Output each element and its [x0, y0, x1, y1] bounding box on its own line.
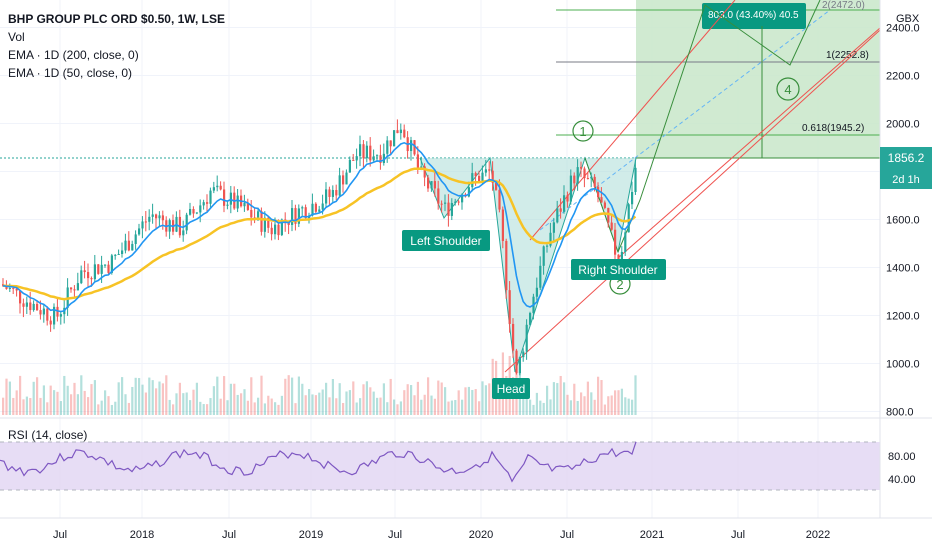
- svg-text:Left Shoulder: Left Shoulder: [410, 234, 481, 248]
- svg-text:2: 2: [616, 277, 623, 292]
- time-tick-4: Jul: [388, 529, 402, 541]
- svg-text:2d 1h: 2d 1h: [892, 174, 920, 186]
- fib-0618-label: 0.618(1945.2): [802, 123, 864, 134]
- time-tick-9: 2022: [806, 529, 830, 541]
- time-tick-5: 2020: [469, 529, 493, 541]
- svg-text:Head: Head: [497, 382, 526, 396]
- projection-label: 803.0 (43.40%) 40.5: [708, 10, 799, 21]
- vol-indicator-label[interactable]: Vol: [8, 30, 25, 44]
- time-tick-7: 2021: [640, 529, 664, 541]
- rsi-tick-1: 40.00: [888, 474, 916, 486]
- rsi-axis[interactable]: 80.00 40.00: [888, 451, 916, 486]
- fib-top-label: 2(2472.0): [822, 0, 865, 11]
- rsi-tick-0: 80.00: [888, 451, 916, 463]
- ema-50-line: [2, 141, 637, 313]
- price-tick-4: 1600.0: [886, 214, 920, 226]
- price-tick-0: 2400.0: [886, 22, 920, 34]
- rsi-band: [0, 442, 880, 490]
- time-tick-0: Jul: [53, 529, 67, 541]
- projection-badge: [702, 3, 806, 29]
- price-tick-6: 1200.0: [886, 310, 920, 322]
- ema-200-label[interactable]: EMA · 1D (200, close, 0): [8, 48, 139, 62]
- time-axis[interactable]: Jul 2018 Jul 2019 Jul 2020 Jul 2021 Jul 2022: [53, 529, 830, 541]
- ema-50-label[interactable]: EMA · 1D (50, close, 0): [8, 66, 133, 80]
- dashed-trendline: [539, 9, 831, 231]
- fib-1-label: 1(2252.8): [826, 50, 869, 61]
- price-axis[interactable]: 2400.02200.02000.01800.01600.01400.01200…: [886, 22, 920, 418]
- grid-lines: [0, 0, 880, 518]
- price-tick-7: 1000.0: [886, 358, 920, 370]
- time-tick-6: Jul: [560, 529, 574, 541]
- rsi-line: [0, 441, 637, 483]
- last-price-badge: 1856.2: [880, 147, 932, 169]
- price-tick-5: 1400.0: [886, 262, 920, 274]
- symbol-title[interactable]: BHP GROUP PLC ORD $0.50, 1W, LSE: [8, 12, 225, 26]
- currency-label: GBX: [896, 13, 920, 25]
- chart-legend[interactable]: BHP GROUP PLC ORD $0.50, 1W, LSE Vol EMA…: [8, 10, 225, 82]
- svg-text:Right Shoulder: Right Shoulder: [578, 263, 657, 277]
- wave-label-4: 4: [776, 77, 800, 101]
- price-tick-1: 2200.0: [886, 70, 920, 82]
- svg-text:1: 1: [579, 124, 586, 139]
- head-label[interactable]: Head: [492, 378, 530, 399]
- time-tick-2: Jul: [222, 529, 236, 541]
- price-tick-2: 2000.0: [886, 118, 920, 130]
- rsi-title[interactable]: RSI (14, close): [8, 428, 88, 442]
- wave-label-1: 1: [572, 120, 594, 142]
- time-tick-1: 2018: [130, 529, 154, 541]
- right-shoulder-label[interactable]: Right Shoulder: [571, 259, 666, 280]
- time-tick-3: 2019: [299, 529, 323, 541]
- svg-text:4: 4: [784, 82, 791, 97]
- left-shoulder-label[interactable]: Left Shoulder: [402, 230, 490, 251]
- countdown-badge: 2d 1h: [880, 169, 932, 189]
- time-tick-8: Jul: [731, 529, 745, 541]
- price-tick-8: 800.0: [886, 406, 914, 418]
- svg-text:1856.2: 1856.2: [888, 151, 925, 165]
- candles: [2, 119, 637, 376]
- ema-200-line: [2, 167, 637, 301]
